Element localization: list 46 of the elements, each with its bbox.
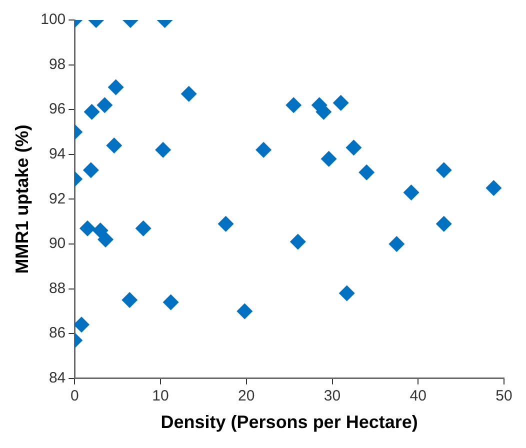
x-tick-label: 10 (152, 388, 169, 405)
y-tick-label: 96 (48, 100, 66, 118)
point (80, 220, 96, 236)
point (256, 142, 272, 158)
point (180, 86, 197, 102)
point (358, 164, 375, 180)
point (320, 150, 337, 167)
point (338, 285, 355, 302)
point (74, 316, 90, 333)
point (436, 216, 452, 232)
y-tick-label: 98 (48, 56, 66, 73)
point (286, 97, 302, 114)
x-tick-label: 40 (410, 388, 426, 405)
point (388, 236, 405, 252)
point (218, 216, 234, 232)
point (92, 222, 108, 239)
y-tick-label: 86 (48, 324, 66, 342)
y-tick-label: 92 (48, 190, 66, 208)
point (436, 162, 452, 178)
point (108, 79, 124, 96)
y-tick-label: 100 (40, 11, 66, 28)
point (155, 142, 172, 158)
y-tick-label: 94 (48, 146, 66, 163)
point (236, 303, 253, 320)
point (106, 137, 122, 154)
y-tick-label: 88 (48, 280, 66, 297)
point (122, 292, 138, 308)
y-tick-label: 90 (48, 235, 66, 252)
point (332, 94, 349, 111)
point (82, 162, 99, 178)
x-tick-label: 0 (70, 388, 79, 405)
y-axis-title: MMR1 uptake (%) (12, 124, 32, 274)
point (290, 234, 306, 250)
point (403, 184, 420, 200)
point (84, 104, 100, 120)
x-tick-label: 20 (238, 388, 255, 405)
point (346, 140, 362, 156)
x-axis-title: Density (Persons per Hectare) (160, 412, 418, 432)
point (96, 97, 113, 114)
x-tick-label: 50 (496, 388, 512, 405)
point (98, 232, 114, 248)
point (135, 220, 152, 236)
x-tick-label: 30 (324, 388, 341, 405)
y-tick-label: 84 (48, 370, 66, 387)
point (486, 180, 502, 196)
point (162, 294, 179, 310)
